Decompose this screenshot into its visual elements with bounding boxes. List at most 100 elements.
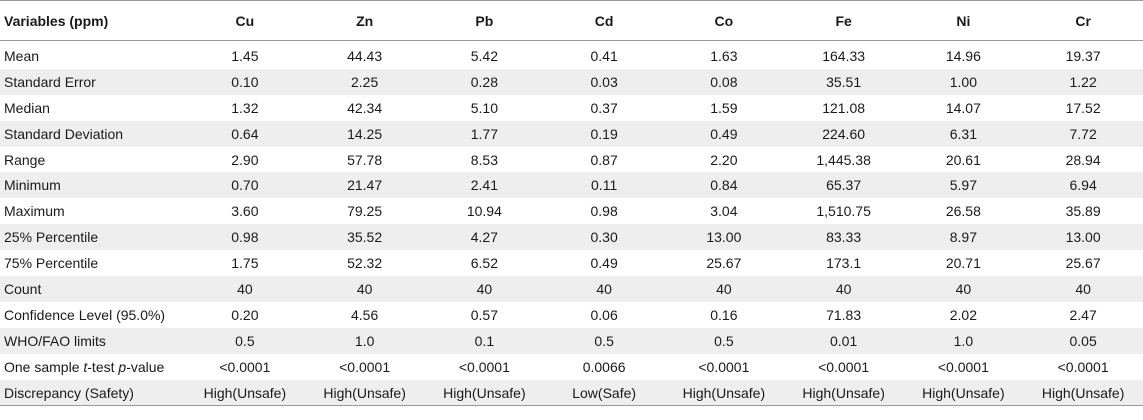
table-cell: 0.20	[231, 306, 259, 323]
table-cell: Low(Safe)	[544, 379, 664, 407]
table-cell: 19.37	[1065, 47, 1101, 64]
table-cell: 71.83	[826, 306, 862, 323]
table-cell: 6.31	[903, 120, 1024, 147]
table-cell: 44.43	[347, 47, 383, 64]
table-row: Standard Deviation 0.64 14.25 1.77 0.19 0.49 2…	[0, 120, 1143, 147]
table-cell: <0.0001	[937, 358, 989, 375]
table-cell: 7.72	[1023, 120, 1143, 147]
table-cell: 21.47	[304, 172, 425, 199]
table-cell: 35.51	[783, 68, 904, 95]
header-fe: Fe	[783, 0, 904, 41]
header-variables: Variables (ppm)	[0, 0, 185, 41]
table-cell: 0.64	[185, 120, 305, 147]
header-row: Variables (ppm) Cu Zn Pb Cd Co Fe Ni Cr	[0, 0, 1143, 41]
table-cell: 0.11	[544, 172, 664, 199]
table-row: WHO/FAO limits 0.5 1.0 0.1 0.5 0.5 0.01 1.0 0.05	[0, 327, 1143, 354]
table-cell: 0.49	[590, 255, 618, 272]
table-cell: <0.0001	[1057, 358, 1109, 375]
table-cell: 0.30	[544, 224, 664, 251]
table-cell: <0.0001	[339, 358, 391, 375]
table-cell: 25.67	[1065, 255, 1101, 272]
table-cell: 1.63	[710, 47, 738, 64]
table-row: Count 40 40 40 40 40 40 40 40	[0, 276, 1143, 302]
table-cell: 0.84	[664, 172, 784, 199]
table-cell: 40	[544, 276, 664, 302]
table-cell: 14.07	[945, 99, 981, 116]
table-cell: 14.25	[304, 120, 425, 147]
table-cell: 0.70	[185, 172, 305, 199]
table-cell: High(Unsafe)	[1023, 379, 1143, 407]
row-label: Standard Deviation	[0, 120, 185, 147]
table-cell: 6.94	[1023, 172, 1143, 199]
table-cell: 0.1	[424, 327, 545, 354]
table-cell: 0.57	[470, 306, 498, 323]
table-cell: High(Unsafe)	[304, 379, 425, 407]
header-zn: Zn	[304, 0, 425, 41]
table-cell: 0.0066	[582, 358, 626, 375]
row-label: 25% Percentile	[0, 224, 185, 251]
row-label-part: One sample	[4, 358, 84, 375]
table-cell: 79.25	[347, 203, 383, 220]
table-cell: 0.98	[590, 203, 618, 220]
table-row: Mean 1.45 44.43 5.42 0.41 1.63 164.33 14.96 19.3…	[0, 41, 1143, 69]
row-label: 75% Percentile	[4, 255, 99, 272]
table-cell: 1.75	[231, 255, 259, 272]
table-row: Discrepancy (Safety) High(Unsafe) High(Uns…	[0, 379, 1143, 407]
table-cell: 0.03	[544, 68, 664, 95]
table-cell: 0.98	[185, 224, 305, 251]
header-co: Co	[664, 0, 784, 41]
row-label-part: p	[118, 358, 127, 375]
table-cell: 0.41	[590, 47, 618, 64]
table-cell: 0.37	[590, 99, 618, 116]
table-cell: <0.0001	[698, 358, 750, 375]
table-cell: 40	[783, 276, 904, 302]
table-cell: 1.45	[231, 47, 259, 64]
table-cell: 14.96	[945, 47, 981, 64]
row-label: Minimum	[0, 172, 185, 199]
table-cell: 1.22	[1023, 68, 1143, 95]
table-cell: 2.20	[710, 151, 738, 168]
table-cell: 8.97	[903, 224, 1024, 251]
table-cell: 28.94	[1065, 151, 1101, 168]
table-cell: 0.06	[590, 306, 618, 323]
table-cell: 0.28	[424, 68, 545, 95]
header-cr: Cr	[1023, 0, 1143, 41]
table-cell: High(Unsafe)	[424, 379, 545, 407]
table-cell: 40	[424, 276, 545, 302]
table-cell: 2.02	[949, 306, 977, 323]
table-cell: <0.0001	[818, 358, 870, 375]
table-cell: 0.87	[590, 151, 618, 168]
table-cell: 0.16	[710, 306, 738, 323]
table-row: Minimum 0.70 21.47 2.41 0.11 0.84 65.37 5.97 6.9…	[0, 172, 1143, 199]
table-cell: High(Unsafe)	[903, 379, 1024, 407]
table-cell: <0.0001	[219, 358, 271, 375]
table-row: 75% Percentile 1.75 52.32 6.52 0.49 25.67 173.…	[0, 250, 1143, 276]
table-row: One sample t-test p-value <0.0001 <0.0001 <…	[0, 354, 1143, 380]
statistics-table: Variables (ppm) Cu Zn Pb Cd Co Fe Ni Cr …	[0, 0, 1143, 407]
table-cell: 13.00	[664, 224, 784, 251]
table-row: Maximum 3.60 79.25 10.94 0.98 3.04 1,510.75 26.…	[0, 198, 1143, 224]
row-label: Standard Error	[0, 68, 185, 95]
table-cell: 1,445.38	[816, 151, 871, 168]
table-cell: 13.00	[1023, 224, 1143, 251]
table-cell: 2.90	[231, 151, 259, 168]
table-cell: 40	[903, 276, 1024, 302]
table-cell: 0.10	[185, 68, 305, 95]
row-label: Median	[4, 99, 50, 116]
table-cell: 2.41	[424, 172, 545, 199]
table-cell: 40	[1023, 276, 1143, 302]
row-label: One sample t-test p-value	[0, 354, 185, 380]
table-cell: 57.78	[347, 151, 383, 168]
table-cell: 40	[185, 276, 305, 302]
row-label: WHO/FAO limits	[0, 327, 185, 354]
table-cell: 1.00	[903, 68, 1024, 95]
table-cell: 25.67	[706, 255, 742, 272]
table-cell: 224.60	[783, 120, 904, 147]
table-cell: 35.52	[304, 224, 425, 251]
table-cell: 1.77	[424, 120, 545, 147]
row-label-part: t	[83, 358, 88, 375]
table-cell: 35.89	[1065, 203, 1101, 220]
table-cell: 121.08	[822, 99, 866, 116]
table-cell: High(Unsafe)	[783, 379, 904, 407]
header-ni: Ni	[903, 0, 1024, 41]
